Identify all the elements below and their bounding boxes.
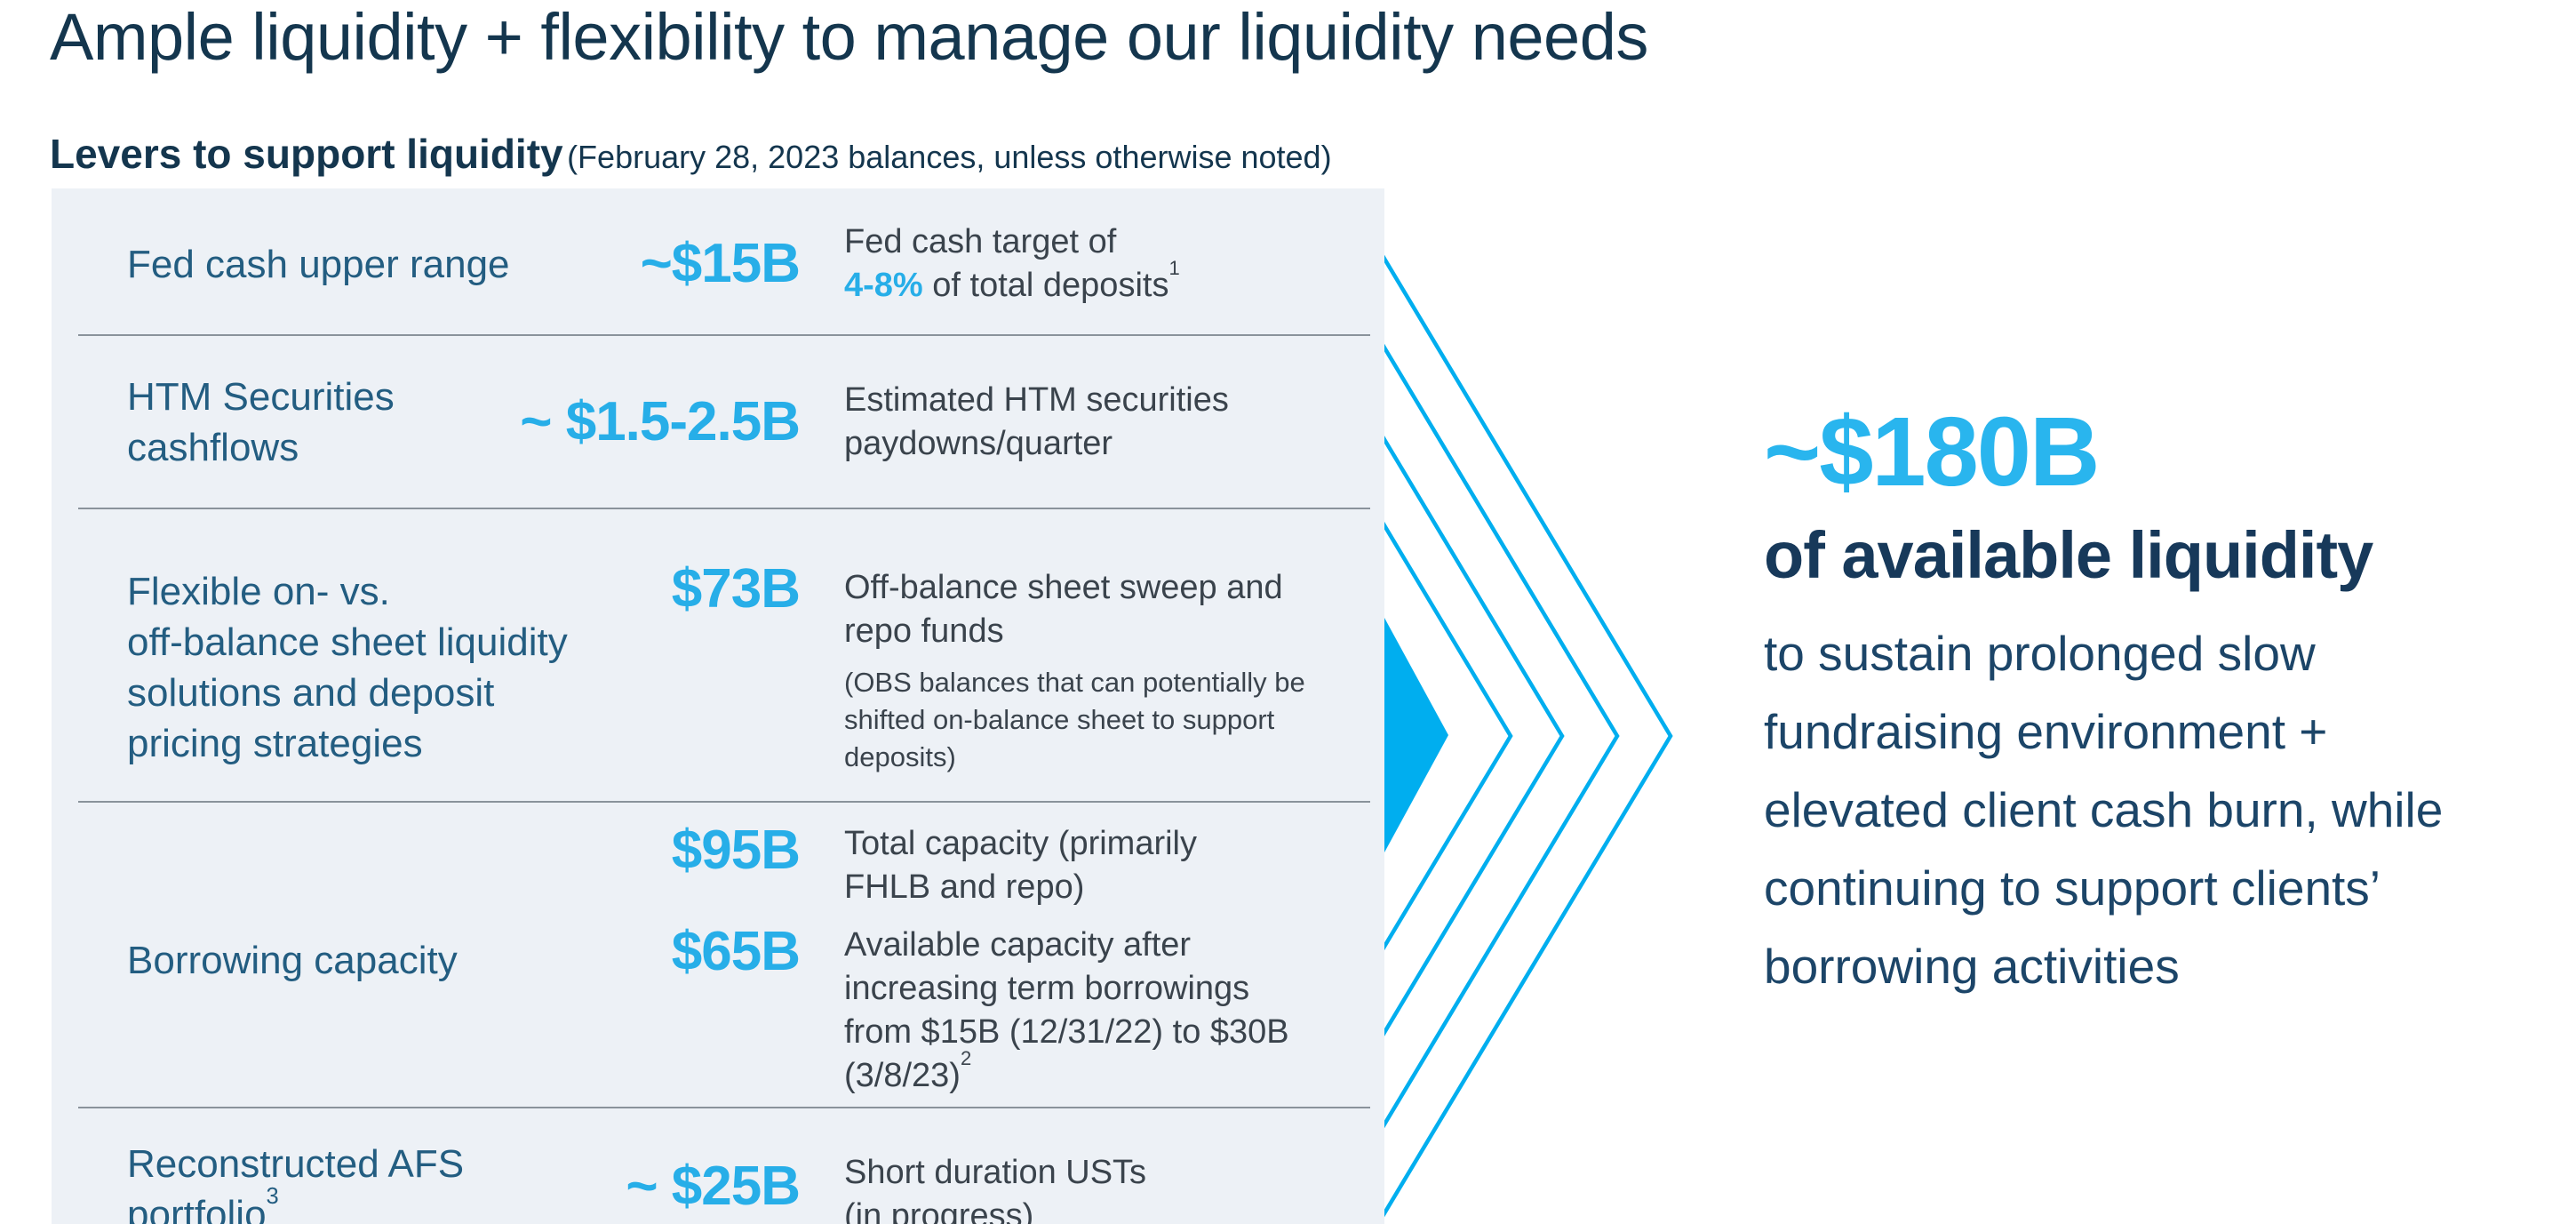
row-description: Total capacity (primarily FHLB and repo)	[800, 822, 1370, 909]
row-amount: ~$15B	[640, 233, 801, 294]
desc-line: Fed cash target of	[844, 223, 1117, 260]
row-label: Flexible on- vs. off-balance sheet liqui…	[127, 570, 568, 765]
table-row-afs-portfolio: Reconstructed AFS portfolio3 ~ $25B Shor…	[78, 1107, 1370, 1224]
chevron-outline-icon	[1289, 190, 1620, 1224]
callout-headline: ~$180B	[1764, 397, 2100, 507]
row-amount: ~ $25B	[626, 1156, 801, 1217]
chevron-solid-icon	[1384, 618, 1448, 852]
desc-line: Available capacity after	[844, 926, 1192, 964]
body-line: borrowing activities	[1764, 939, 2180, 995]
highlight-percent: 4-8%	[844, 267, 923, 304]
desc-line: (3/8/23)2	[844, 1047, 972, 1094]
body-line: continuing to support clients’	[1764, 860, 2381, 916]
row-description: Available capacity after increasing term…	[800, 924, 1370, 1098]
table-row-htm-securities: HTM Securities cashflows ~ $1.5-2.5B Est…	[78, 334, 1370, 508]
page-title: Ample liquidity + flexibility to manage …	[50, 0, 1648, 74]
subtitle-heading: Levers to support liquidity	[50, 131, 563, 177]
row-amount: ~ $1.5-2.5B	[520, 391, 801, 452]
desc-line: Total capacity (primarily	[844, 825, 1197, 862]
footnote-superscript: 3	[266, 1183, 279, 1209]
subtitle-note: (February 28, 2023 balances, unless othe…	[567, 139, 1332, 175]
row-description: Fed cash target of 4-8% of total deposit…	[800, 220, 1370, 308]
footnote-superscript: 2	[960, 1047, 972, 1070]
row-label: Reconstructed AFS portfolio3	[127, 1142, 465, 1224]
callout-body: to sustain prolonged slow fundraising en…	[1764, 614, 2443, 1005]
row-label: Borrowing capacity	[127, 938, 458, 982]
desc-line: increasing term borrowings	[844, 970, 1250, 1007]
borrowing-capacity-entries: $95B Total capacity (primarily FHLB and …	[576, 822, 1370, 1098]
row-description: Estimated HTM securities paydowns/quarte…	[800, 379, 1370, 466]
section-subtitle: Levers to support liquidity (February 28…	[50, 130, 1332, 178]
desc-line: Off-balance sheet sweep and	[844, 569, 1283, 606]
liquidity-table-panel: Fed cash upper range ~$15B Fed cash targ…	[52, 188, 1384, 1224]
table-row-borrowing-capacity: Borrowing capacity $95B Total capacity (…	[78, 801, 1370, 1107]
desc-line: from $15B (12/31/22) to $30B	[844, 1013, 1289, 1051]
row-amount: $65B	[671, 921, 801, 982]
liquidity-callout: ~$180B of available liquidity to sustain…	[1764, 397, 2443, 1005]
table-row-fed-cash: Fed cash upper range ~$15B Fed cash targ…	[78, 188, 1370, 334]
callout-subhead: of available liquidity	[1764, 518, 2373, 593]
chevron-outline-icon	[1343, 190, 1673, 1224]
capacity-entry-total: $95B Total capacity (primarily FHLB and …	[576, 822, 1370, 909]
desc-line: (in progress)	[844, 1197, 1034, 1224]
desc-line: 4-8% of total deposits1	[844, 257, 1180, 304]
row-description: Off-balance sheet sweep and repo funds (…	[800, 566, 1370, 776]
body-line: fundraising environment +	[1764, 704, 2328, 760]
desc-line: repo funds	[844, 612, 1004, 650]
desc-line: FHLB and repo)	[844, 868, 1085, 906]
capacity-entry-available: $65B Available capacity after increasing…	[576, 924, 1370, 1098]
desc-line: paydowns/quarter	[844, 425, 1113, 462]
footnote-superscript: 1	[1168, 257, 1180, 280]
liquidity-table: Fed cash upper range ~$15B Fed cash targ…	[78, 188, 1370, 1224]
obs-note: (OBS balances that can potentially be sh…	[844, 667, 1305, 772]
body-line: elevated client cash burn, while	[1764, 782, 2444, 838]
row-amount: $95B	[671, 820, 801, 881]
row-amount: $73B	[671, 558, 801, 620]
row-description: Short duration USTs (in progress)	[800, 1151, 1370, 1224]
row-label: Fed cash upper range	[127, 242, 510, 286]
row-label: HTM Securities cashflows	[127, 375, 395, 469]
table-row-flexible-solutions: Flexible on- vs. off-balance sheet liqui…	[78, 508, 1370, 801]
body-line: to sustain prolonged slow	[1764, 626, 2316, 682]
desc-line: Short duration USTs	[844, 1154, 1147, 1191]
desc-line: Estimated HTM securities	[844, 381, 1229, 419]
